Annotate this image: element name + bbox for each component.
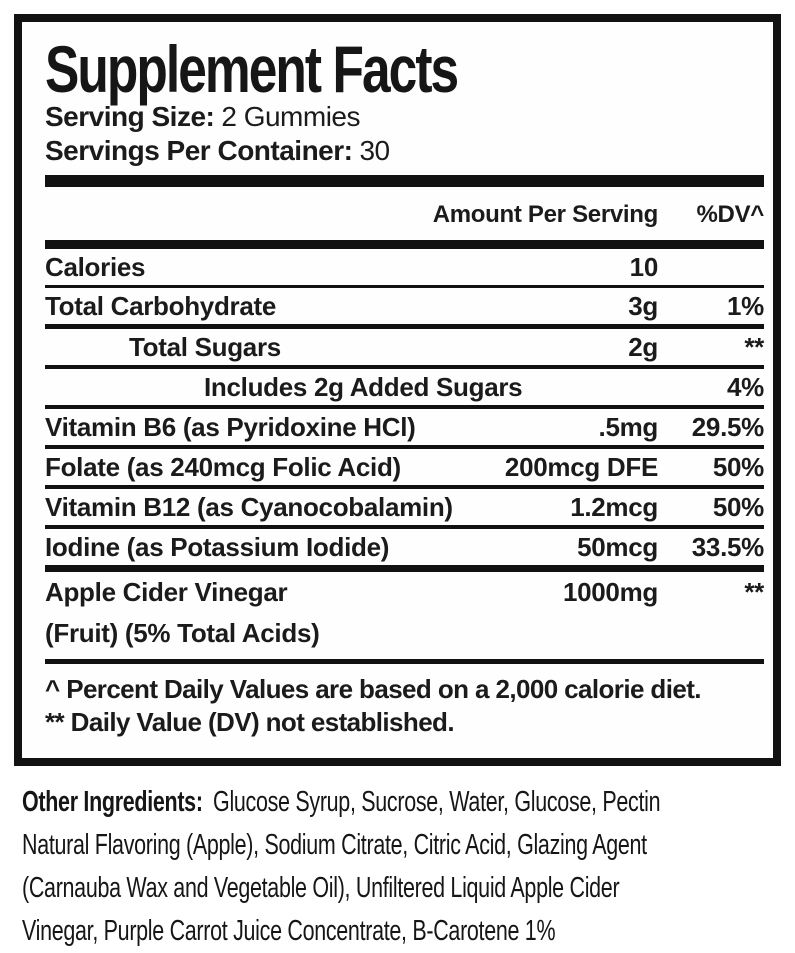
nutrient-dv: ** — [744, 577, 764, 607]
nutrient-amount: 1.2mcg — [570, 492, 658, 522]
nutrient-dv: 50% — [712, 492, 764, 522]
other-ingredients-line: (Carnauba Wax and Vegetable Oil), Unfilt… — [22, 872, 620, 904]
nutrient-amount: 200mcg DFE — [504, 452, 658, 482]
thick-divider-top — [45, 175, 764, 187]
header-dv: %DV^ — [696, 201, 765, 228]
servings-per-container-value: 30 — [359, 135, 390, 166]
row-vitamin-b6: Vitamin B6 (as Pyridoxine HCl) .5mg 29.5… — [45, 409, 764, 449]
nutrient-label: Vitamin B12 (as Cyanocobalamin) — [45, 492, 453, 522]
nutrient-label: Calories — [45, 252, 146, 282]
nutrient-amount: .5mg — [598, 412, 659, 442]
nutrient-label: Iodine (as Potassium Iodide) — [45, 532, 390, 562]
nutrient-amount: 2g — [628, 332, 658, 362]
nutrient-dv: 4% — [727, 372, 764, 402]
row-vitamin-b12: Vitamin B12 (as Cyanocobalamin) 1.2mcg 5… — [45, 489, 764, 529]
nutrient-dv: ** — [744, 332, 764, 362]
other-ingredients: Other Ingredients: Glucose Syrup, Sucrose… — [22, 781, 661, 953]
serving-size-value: 2 Gummies — [221, 101, 360, 132]
footnote-dv-not-established: ** Daily Value (DV) not established. — [45, 707, 455, 737]
nutrient-amount: 1000mg — [562, 577, 658, 607]
servings-per-container-label: Servings Per Container: — [45, 135, 353, 166]
footnotes: ^ Percent Daily Values are based on a 2,… — [45, 664, 764, 739]
nutrient-amount: 3g — [628, 291, 658, 321]
nutrient-dv: 33.5% — [691, 532, 765, 562]
nutrient-label: Vitamin B6 (as Pyridoxine HCl) — [45, 412, 416, 442]
supplement-facts-panel: Supplement Facts Serving Size: 2 Gummies … — [14, 14, 781, 766]
header-amount-per-serving: Amount Per Serving — [432, 201, 659, 228]
serving-size-label: Serving Size: — [45, 101, 215, 132]
nutrient-label: Apple Cider Vinegar (Fruit) (5% Total Ac… — [45, 579, 563, 647]
nutrient-label: Total Carbohydrate — [45, 291, 277, 321]
nutrient-dv: 1% — [727, 291, 764, 321]
servings-per-container-line: Servings Per Container: 30 — [45, 134, 764, 168]
row-added-sugars: Includes 2g Added Sugars 4% — [45, 369, 764, 409]
nutrient-label: Includes 2g Added Sugars — [204, 372, 523, 402]
nutrient-label: Folate (as 240mcg Folic Acid) — [45, 452, 401, 482]
table-header-row: Amount Per Serving %DV^ — [45, 187, 765, 240]
row-total-carbohydrate: Total Carbohydrate 3g 1% — [45, 288, 764, 329]
nutrient-label-line1: Apple Cider Vinegar — [45, 577, 288, 607]
row-folate: Folate (as 240mcg Folic Acid) 200mcg DFE… — [45, 449, 764, 489]
row-total-sugars: Total Sugars 2g ** — [45, 329, 764, 369]
row-iodine: Iodine (as Potassium Iodide) 50mcg 33.5% — [45, 529, 764, 572]
other-ingredients-line: Vinegar, Purple Carrot Juice Concentrate… — [22, 915, 556, 947]
footnote-daily-values: ^ Percent Daily Values are based on a 2,… — [45, 674, 701, 704]
row-apple-cider-vinegar: Apple Cider Vinegar (Fruit) (5% Total Ac… — [45, 572, 764, 664]
other-ingredients-label: Other Ingredients: — [22, 786, 203, 818]
row-calories: Calories 10 — [45, 249, 764, 288]
nutrient-dv: 50% — [712, 452, 764, 482]
panel-title: Supplement Facts — [45, 32, 459, 106]
nutrient-label: Total Sugars — [129, 332, 281, 362]
nutrient-label-line2: (Fruit) (5% Total Acids) — [45, 618, 320, 648]
other-ingredients-line: Natural Flavoring (Apple), Sodium Citrat… — [22, 829, 647, 861]
other-ingredients-line: Other Ingredients: Glucose Syrup, Sucrose… — [22, 781, 661, 824]
serving-size-line: Serving Size: 2 Gummies — [45, 100, 764, 134]
nutrient-amount: 10 — [629, 252, 659, 282]
nutrient-dv: 29.5% — [691, 412, 765, 442]
nutrient-amount: 50mcg — [577, 532, 658, 562]
thick-divider-header — [45, 240, 764, 249]
other-ingredients-text: Glucose Syrup, Sucrose, Water, Glucose, … — [213, 786, 661, 818]
